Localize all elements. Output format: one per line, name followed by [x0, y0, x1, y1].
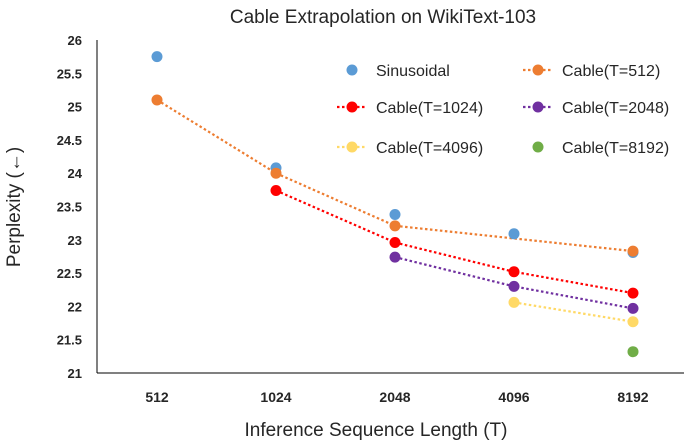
data-point-s0-3 [508, 228, 520, 240]
y-tick-label: 23 [68, 233, 82, 248]
axes [96, 40, 684, 374]
y-tick-label: 24 [68, 166, 83, 181]
legend-label-4: Cable(T=4096) [376, 140, 483, 157]
x-tick-label: 4096 [498, 389, 529, 405]
legend-swatch-5 [532, 141, 544, 153]
legend-swatch-3 [532, 101, 544, 113]
x-tick-label: 512 [145, 389, 169, 405]
series-line-4 [513, 301, 634, 323]
y-tick-label: 21.5 [57, 333, 82, 348]
legend-label-0: Sinusoidal [376, 63, 450, 80]
data-point-s0-2 [389, 208, 401, 220]
data-point-s2-1 [270, 185, 282, 197]
legend-label-3: Cable(T=2048) [562, 100, 669, 117]
y-tick-label: 25.5 [57, 66, 82, 81]
chart-title: Cable Extrapolation on WikiText-103 [230, 7, 536, 28]
y-axis-title: Perplexity (←) [4, 147, 25, 267]
x-axis-title: Inference Sequence Length (T) [244, 420, 507, 441]
data-point-s4-4 [627, 316, 639, 328]
y-tick-label: 22.5 [57, 266, 82, 281]
legend-swatch-1 [532, 64, 544, 76]
data-point-s3-3 [508, 280, 520, 292]
data-point-s2-2 [389, 236, 401, 248]
y-tick-label: 26 [68, 33, 82, 48]
data-point-s1-2 [389, 220, 401, 232]
data-point-s3-2 [389, 251, 401, 263]
x-tick-labels: 512 1024 2048 4096 8192 [145, 389, 648, 405]
x-tick-label: 2048 [379, 389, 410, 405]
y-tick-label: 22 [68, 299, 82, 314]
data-point-s2-4 [627, 287, 639, 299]
data-point-s1-0 [151, 94, 163, 106]
y-tick-label: 25 [68, 100, 82, 115]
series-lines [156, 98, 634, 323]
data-point-s1-1 [270, 167, 282, 179]
legend-label-1: Cable(T=512) [562, 63, 660, 80]
series-line-3 [394, 256, 634, 310]
data-point-s3-4 [627, 302, 639, 314]
legend-swatch-0 [346, 64, 358, 76]
data-point-s5-4 [627, 346, 639, 358]
x-tick-label: 1024 [260, 389, 291, 405]
series-line-2 [275, 189, 634, 295]
y-tick-label: 24.5 [57, 133, 82, 148]
x-tick-label: 8192 [617, 389, 648, 405]
y-tick-label: 21 [68, 366, 82, 381]
data-point-s4-3 [508, 296, 520, 308]
data-point-s2-3 [508, 266, 520, 278]
legend-label-5: Cable(T=8192) [562, 140, 669, 157]
y-tick-label: 23.5 [57, 200, 82, 215]
legend: Sinusoidal Cable(T=512) Cable(T=1024) Cable… [337, 63, 669, 157]
data-point-s1-4 [627, 245, 639, 257]
data-point-s0-0 [151, 51, 163, 63]
legend-swatch-4 [346, 141, 358, 153]
legend-swatch-2 [346, 101, 358, 113]
series-points [151, 51, 639, 358]
legend-label-2: Cable(T=1024) [376, 100, 483, 117]
y-tick-labels: 21 21.5 22 22.5 23 23.5 24 24.5 25 25.5 26 [57, 33, 83, 381]
